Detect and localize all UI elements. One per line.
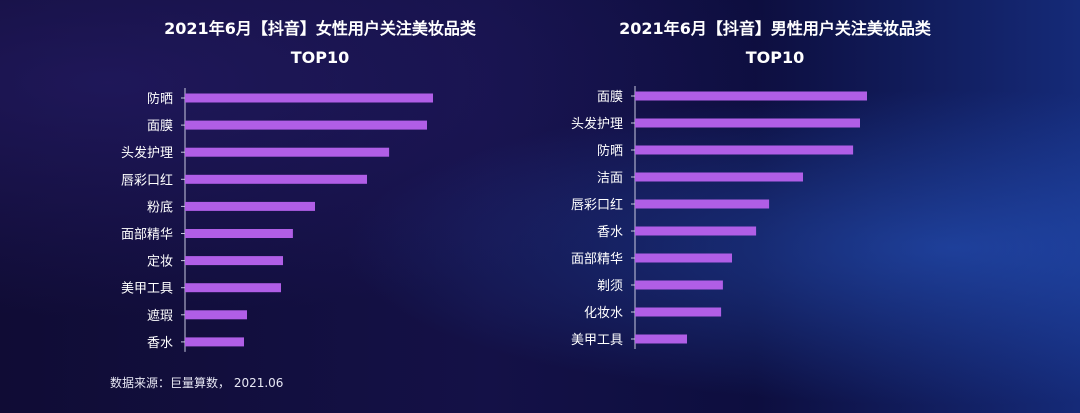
female-chart: 2021年6月【抖音】女性用户关注美妆品类 TOP10 防晒面膜头发护理唇彩口红… [100,0,540,370]
bar [635,253,732,263]
bar [635,280,723,290]
bar [185,93,433,103]
bar [185,256,283,266]
bar [185,310,247,320]
category-label: 唇彩口红 [571,197,623,213]
category-label: 面部精华 [571,252,623,267]
bar [185,283,281,293]
bar [185,120,427,130]
category-label: 面部精华 [121,228,173,243]
category-label: 头发护理 [121,145,173,161]
category-label: 粉底 [147,199,173,215]
chart-title: 2021年6月【抖音】男性用户关注美妆品类 [619,19,931,38]
category-label: 面膜 [147,119,173,134]
chart-title: 2021年6月【抖音】女性用户关注美妆品类 [164,19,476,38]
category-label: 唇彩口红 [121,172,173,188]
bar [635,172,803,182]
category-label: 化妆水 [584,306,623,321]
category-label: 面膜 [597,90,623,105]
category-label: 防晒 [597,143,623,159]
category-label: 防晒 [147,91,173,107]
bar [185,147,390,157]
bar [185,174,367,184]
category-label: 头发护理 [571,116,623,132]
bar [185,201,315,211]
male-chart: 2021年6月【抖音】男性用户关注美妆品类 TOP10 面膜头发护理防晒洁面唇彩… [550,0,1000,370]
bar [185,337,244,347]
category-label: 美甲工具 [121,282,173,297]
source-note: 数据来源：巨量算数， 2021.06 [110,376,284,390]
category-label: 美甲工具 [571,333,623,348]
bar [635,307,722,317]
chart-subtitle: TOP10 [745,48,805,67]
bar [635,118,860,128]
category-label: 剃须 [597,279,623,294]
category-label: 遮瑕 [147,308,173,324]
bar [635,199,770,209]
category-label: 定妆 [147,255,173,270]
category-label: 香水 [147,336,173,351]
bar [635,145,854,155]
bar [185,229,293,238]
chart-subtitle: TOP10 [290,48,350,67]
bar [635,226,757,236]
category-label: 洁面 [597,171,623,186]
category-label: 香水 [597,225,623,240]
bar [635,334,687,344]
bar [635,91,867,101]
